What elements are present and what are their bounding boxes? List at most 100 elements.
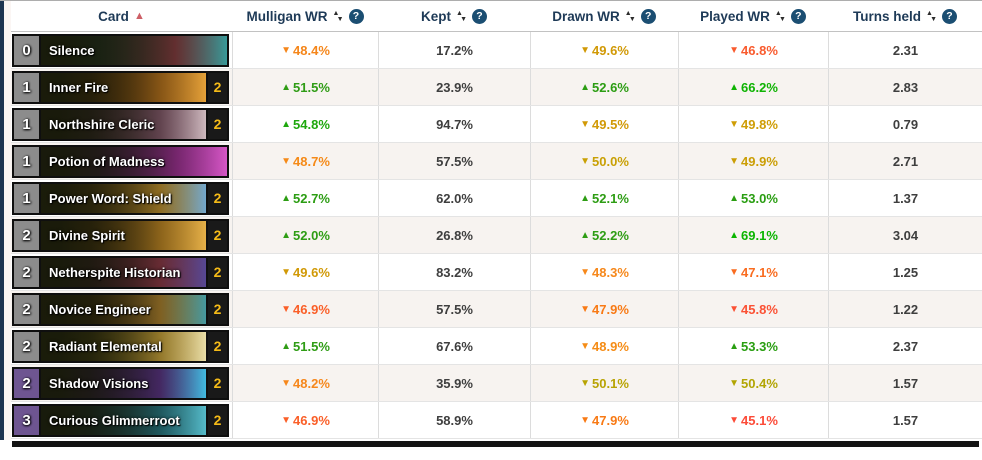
up-arrow-icon: ▲ <box>729 229 740 241</box>
up-arrow-icon: ▲ <box>580 229 591 241</box>
card-art: Northshire Cleric <box>41 109 206 139</box>
drawn-wr-value: ▼ 50.0% <box>530 143 678 179</box>
down-arrow-icon: ▼ <box>729 303 740 315</box>
column-label: Card <box>98 8 129 24</box>
help-icon[interactable]: ? <box>942 8 957 24</box>
card-tile[interactable]: 1 Potion of Madness <box>12 144 229 178</box>
played-wr-value: ▼ 45.8% <box>678 291 828 327</box>
kept-value: 94.7% <box>378 106 530 142</box>
mana-cost-gem: 2 <box>14 331 41 361</box>
card-name: Novice Engineer <box>49 301 151 317</box>
card-row: 2 Divine Spirit 2 ▲ 52.0% 26.8% ▲ 52.2% ▲ 6… <box>11 217 982 254</box>
card-row: 1 Potion of Madness ▼ 48.7% 57.5% ▼ 50.0% … <box>11 143 982 180</box>
card-tile[interactable]: 3 Curious Glimmerroot 2 <box>12 403 229 437</box>
column-header-played-wr[interactable]: Played WR ▲ ▼ ? <box>678 1 828 31</box>
card-count-badge: 2 <box>206 183 227 213</box>
card-count-badge: 2 <box>206 368 227 398</box>
help-icon[interactable]: ? <box>472 8 487 24</box>
card-tile[interactable]: 2 Novice Engineer 2 <box>12 292 229 326</box>
card-art: Curious Glimmerroot <box>41 405 206 435</box>
kept-value: 57.5% <box>378 143 530 179</box>
card-name: Silence <box>49 42 95 58</box>
card-art: Shadow Visions <box>41 368 206 398</box>
sort-icon: ▲ ▼ <box>624 9 636 23</box>
column-header-turns-held[interactable]: Turns held ▲ ▼ ? <box>828 1 982 31</box>
drawn-wr-value: ▲ 52.1% <box>530 180 678 216</box>
card-tile[interactable]: 2 Divine Spirit 2 <box>12 218 229 252</box>
card-cell: 2 Divine Spirit 2 <box>11 217 232 253</box>
drawn-wr-value: ▼ 49.5% <box>530 106 678 142</box>
column-label: Played WR <box>700 8 770 24</box>
turns-held-value: 1.22 <box>828 291 982 327</box>
help-icon[interactable]: ? <box>640 8 656 24</box>
card-count-badge: 2 <box>206 72 227 102</box>
played-wr-value: ▲ 66.2% <box>678 69 828 105</box>
turns-held-value: 1.57 <box>828 365 982 401</box>
down-arrow-icon: ▼ <box>580 303 591 315</box>
mulligan-wr-value: ▼ 46.9% <box>232 402 378 438</box>
turns-held-value: 1.37 <box>828 180 982 216</box>
down-arrow-icon: ▼ <box>729 118 740 130</box>
turns-held-value: 2.31 <box>828 32 982 68</box>
kept-value: 26.8% <box>378 217 530 253</box>
mana-cost-gem: 2 <box>14 294 41 324</box>
column-header-mulligan-wr[interactable]: Mulligan WR ▲ ▼ ? <box>232 1 378 31</box>
card-tile[interactable]: 2 Netherspite Historian 2 <box>12 255 229 289</box>
sort-icon: ▲ ▼ <box>332 9 344 23</box>
card-stats-table: Card ▲ Mulligan WR ▲ ▼ ? Kept ▲ ▼ ? Drawn … <box>11 1 982 451</box>
card-art: Inner Fire <box>41 72 206 102</box>
mana-cost-gem: 1 <box>14 109 41 139</box>
mana-cost-gem: 2 <box>14 257 41 287</box>
card-count-badge: 2 <box>206 294 227 324</box>
up-arrow-icon: ▲ <box>729 192 740 204</box>
down-arrow-icon: ▼ <box>580 266 591 278</box>
column-label: Turns held <box>852 8 921 24</box>
mana-cost-gem: 1 <box>14 146 41 176</box>
mulligan-wr-value: ▲ 51.5% <box>232 328 378 364</box>
sort-icon: ▲ ▼ <box>926 9 937 23</box>
card-row: 0 Silence ▼ 48.4% 17.2% ▼ 49.6% ▼ 46.8% 2.3… <box>11 32 982 69</box>
card-tile[interactable]: 1 Inner Fire 2 <box>12 70 229 104</box>
down-arrow-icon: ▼ <box>281 414 292 426</box>
column-label: Drawn WR <box>552 8 620 24</box>
down-arrow-icon: ▼ <box>281 303 292 315</box>
column-header-card[interactable]: Card ▲ <box>11 1 232 31</box>
column-header-drawn-wr[interactable]: Drawn WR ▲ ▼ ? <box>530 1 678 31</box>
up-arrow-icon: ▲ <box>281 340 292 352</box>
down-arrow-icon: ▼ <box>580 377 591 389</box>
card-row: 2 Novice Engineer 2 ▼ 46.9% 57.5% ▼ 47.9% … <box>11 291 982 328</box>
down-arrow-icon: ▼ <box>580 414 591 426</box>
card-art: Radiant Elemental <box>41 331 206 361</box>
help-icon[interactable]: ? <box>790 8 806 24</box>
column-header-kept[interactable]: Kept ▲ ▼ ? <box>378 1 530 31</box>
kept-value: 17.2% <box>378 32 530 68</box>
sort-icon: ▲ ▼ <box>456 9 467 23</box>
card-name: Northshire Cleric <box>49 116 155 132</box>
card-tile[interactable]: 1 Northshire Cleric 2 <box>12 107 229 141</box>
turns-held-value: 2.83 <box>828 69 982 105</box>
mana-cost-gem: 2 <box>14 220 41 250</box>
card-name: Curious Glimmerroot <box>49 412 180 428</box>
up-arrow-icon: ▲ <box>729 340 740 352</box>
card-tile[interactable]: 0 Silence <box>12 33 229 67</box>
card-tile[interactable]: 2 Shadow Visions 2 <box>12 366 229 400</box>
card-tile[interactable]: 1 Power Word: Shield 2 <box>12 181 229 215</box>
down-arrow-icon: ▼ <box>281 44 292 56</box>
card-name: Power Word: Shield <box>49 190 172 206</box>
turns-held-value: 2.37 <box>828 328 982 364</box>
mulligan-wr-value: ▼ 49.6% <box>232 254 378 290</box>
down-arrow-icon: ▼ <box>729 266 740 278</box>
down-arrow-icon: ▼ <box>729 44 740 56</box>
help-icon[interactable]: ? <box>348 8 364 24</box>
card-cell: 2 Netherspite Historian 2 <box>11 254 232 290</box>
kept-value: 62.0% <box>378 180 530 216</box>
card-row: 2 Radiant Elemental 2 ▲ 51.5% 67.6% ▼ 48.9… <box>11 328 982 365</box>
card-cell: 2 Novice Engineer 2 <box>11 291 232 327</box>
down-arrow-icon: ▼ <box>729 155 740 167</box>
card-cell: 0 Silence <box>11 32 232 68</box>
card-tile[interactable]: 2 Radiant Elemental 2 <box>12 329 229 363</box>
kept-value: 58.9% <box>378 402 530 438</box>
table-header-row: Card ▲ Mulligan WR ▲ ▼ ? Kept ▲ ▼ ? Drawn … <box>11 1 982 32</box>
down-arrow-icon: ▼ <box>729 377 740 389</box>
card-art: Netherspite Historian <box>41 257 206 287</box>
